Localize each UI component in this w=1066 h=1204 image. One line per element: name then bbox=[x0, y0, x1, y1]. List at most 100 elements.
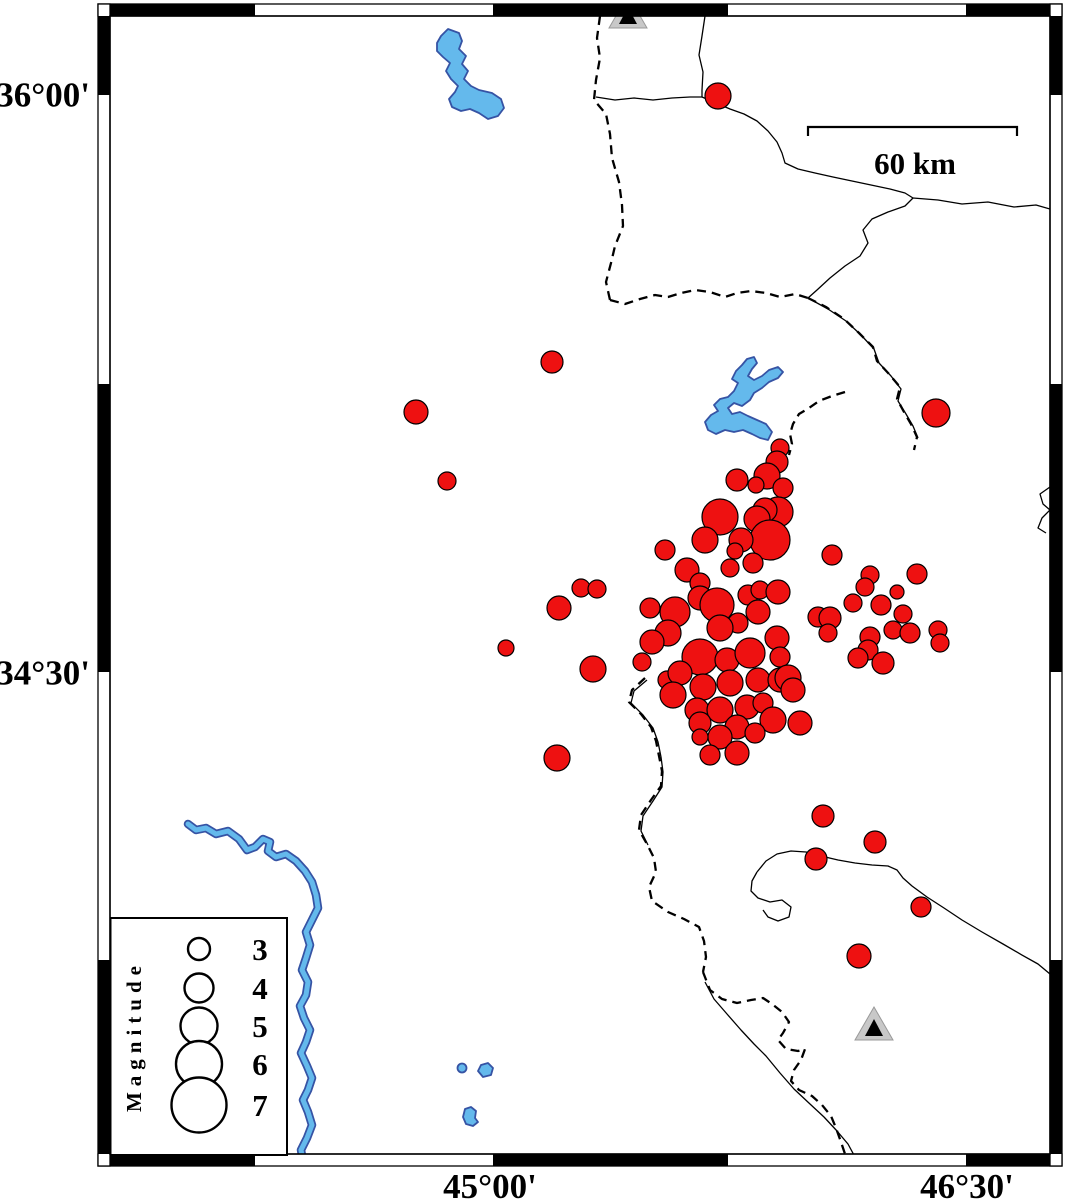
earthquake-marker bbox=[497, 639, 515, 657]
earthquake-marker bbox=[706, 696, 734, 724]
lat-label-36-00: 36°00' bbox=[0, 76, 90, 115]
scale-bar-bracket bbox=[806, 125, 1019, 136]
earthquake-marker bbox=[921, 398, 951, 428]
earthquake-marker bbox=[742, 552, 764, 574]
axis-labels: 36°00' 34°30' 45°00' 46°30' bbox=[0, 76, 1014, 1204]
earthquake-marker bbox=[639, 597, 661, 619]
earthquake-marker bbox=[883, 620, 903, 640]
border-layer bbox=[592, 16, 919, 1154]
legend-circle-mag-7 bbox=[170, 1076, 228, 1134]
legend-label-mag-5: 5 bbox=[252, 1009, 268, 1044]
frame-tick-segment bbox=[966, 1154, 1050, 1166]
earthquake-marker bbox=[772, 477, 794, 499]
lon-label-45-00: 45°00' bbox=[443, 1167, 537, 1204]
earthquake-marker bbox=[639, 629, 665, 655]
earthquake-marker bbox=[745, 599, 771, 625]
earthquake-marker bbox=[893, 604, 913, 624]
stream-east-exit bbox=[912, 197, 1050, 210]
earthquake-marker bbox=[863, 830, 887, 854]
earthquake-marker bbox=[910, 896, 932, 918]
earthquake-marker bbox=[726, 542, 744, 560]
earthquake-marker bbox=[870, 594, 892, 616]
earthquake-marker bbox=[632, 652, 652, 672]
lon-label-46-30: 46°30' bbox=[920, 1167, 1014, 1204]
water-layer bbox=[183, 28, 784, 1154]
legend-circle-mag-4 bbox=[183, 972, 215, 1004]
earthquake-marker bbox=[847, 647, 869, 669]
earthquake-marker bbox=[871, 651, 895, 675]
pond-small-1 bbox=[456, 1062, 468, 1074]
river-along-border bbox=[807, 297, 919, 439]
earthquake-marker bbox=[691, 526, 719, 554]
earthquake-marker bbox=[699, 744, 721, 766]
earthquake-marker bbox=[571, 578, 591, 598]
earthquake-marker bbox=[706, 614, 734, 642]
earthquake-marker bbox=[720, 558, 740, 578]
earthquake-marker bbox=[579, 655, 607, 683]
legend-title: Magnitude bbox=[122, 960, 146, 1112]
stream-south-diagonal bbox=[704, 981, 855, 1154]
earthquake-marker bbox=[689, 673, 717, 701]
earthquake-marker bbox=[716, 669, 744, 697]
earthquake-marker bbox=[769, 646, 791, 668]
earthquake-marker bbox=[765, 579, 791, 605]
earthquake-marker bbox=[724, 740, 750, 766]
earthquake-marker bbox=[540, 350, 564, 374]
earthquake-marker bbox=[843, 593, 863, 613]
earthquake-marker bbox=[846, 943, 872, 969]
lake-northwest bbox=[436, 28, 505, 120]
frame-tick-segment bbox=[110, 4, 255, 16]
earthquake-marker bbox=[659, 681, 687, 709]
border-east-west-link bbox=[609, 288, 809, 306]
station-layer bbox=[608, 16, 894, 1041]
stream-southeast-meander bbox=[750, 871, 792, 922]
earthquake-marker bbox=[764, 625, 790, 651]
legend-entries: 3 456 7 bbox=[170, 932, 268, 1134]
frame-tick-segment bbox=[1050, 16, 1062, 95]
border-south-loop bbox=[701, 971, 847, 1154]
stream-below-cluster bbox=[630, 679, 664, 846]
earthquake-marker bbox=[780, 677, 806, 703]
legend-label-mag-7: 7 bbox=[252, 1088, 268, 1123]
earthquake-marker bbox=[734, 637, 766, 669]
earthquake-marker bbox=[701, 498, 739, 536]
river-southwest bbox=[185, 821, 321, 1154]
earthquake-marker bbox=[818, 623, 838, 643]
earthquake-marker bbox=[704, 82, 732, 110]
earthquake-marker bbox=[654, 539, 676, 561]
pond-small-3 bbox=[462, 1106, 479, 1127]
stream-north-1 bbox=[698, 16, 706, 97]
frame-tick-segment bbox=[493, 1154, 728, 1166]
legend-label-mag-4: 4 bbox=[252, 971, 268, 1006]
frame-tick-segment bbox=[1050, 384, 1062, 672]
border-south bbox=[627, 677, 708, 973]
earthquake-marker bbox=[804, 847, 828, 871]
border-lake-branch bbox=[787, 390, 846, 456]
stream-north-2 bbox=[595, 96, 702, 101]
frame-tick-segment bbox=[966, 4, 1050, 16]
frame-tick-segment bbox=[1050, 960, 1062, 1154]
frame-tick-segment bbox=[110, 1154, 255, 1166]
station-triangle-inner bbox=[865, 1019, 883, 1036]
stream-right-edge bbox=[1037, 486, 1050, 534]
earthquake-marker bbox=[403, 399, 429, 425]
earthquake-marker bbox=[744, 722, 766, 744]
earthquake-marker bbox=[667, 660, 693, 686]
stream-southeast-main bbox=[756, 850, 1050, 975]
earthquake-marker bbox=[543, 744, 571, 772]
frame-inner-border bbox=[109, 15, 1051, 1155]
legend-label-mag-3: 3 bbox=[252, 932, 268, 967]
earthquake-marker bbox=[787, 710, 813, 736]
stream-northeast bbox=[701, 96, 914, 299]
legend-label-mag-6: 6 bbox=[252, 1047, 268, 1082]
border-north bbox=[592, 16, 625, 301]
legend-circle-mag-5 bbox=[179, 1006, 219, 1046]
earthquake-marker bbox=[546, 595, 572, 621]
earthquake-marker bbox=[691, 728, 709, 746]
legend-circle-mag-3 bbox=[186, 936, 212, 962]
earthquake-marker bbox=[587, 579, 607, 599]
magnitude-legend: Magnitude 3 456 7 bbox=[109, 917, 288, 1156]
earthquake-marker bbox=[889, 584, 905, 600]
